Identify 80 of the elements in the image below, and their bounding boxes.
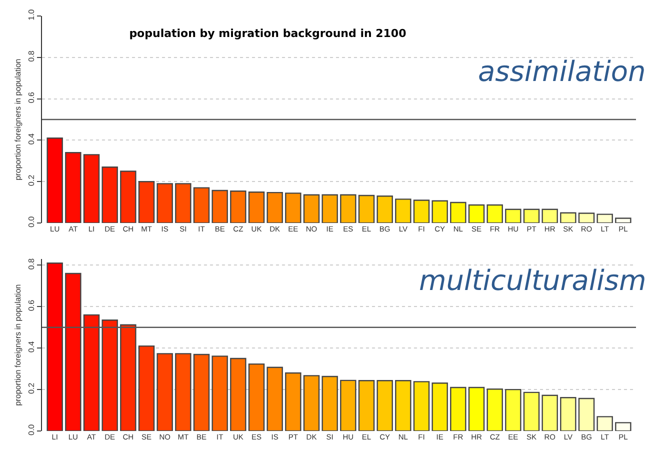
bar	[175, 353, 192, 431]
y-tick-label: 0.8	[26, 258, 36, 270]
bar	[230, 358, 246, 431]
y-axis-title: proportion foreigners in population	[14, 284, 22, 406]
bar	[65, 272, 82, 431]
bar	[46, 138, 63, 223]
bar	[542, 394, 558, 431]
bar	[395, 198, 412, 223]
bar	[486, 204, 503, 223]
y-tick-label: 0.4	[26, 340, 36, 352]
y-tick-label: 0.8	[26, 50, 36, 62]
bar	[615, 422, 632, 431]
y-tick-label: 0.0	[26, 216, 36, 228]
bar	[376, 195, 393, 223]
bar	[83, 314, 100, 431]
bar	[432, 382, 448, 431]
bar	[468, 386, 485, 431]
y-tick-label: 0.6	[26, 91, 36, 104]
bar	[468, 204, 485, 223]
bar	[303, 375, 320, 431]
bar	[248, 363, 265, 431]
bar	[212, 190, 228, 223]
y-tick-label: 1.0	[26, 8, 36, 20]
y-tick-label: 0.6	[26, 299, 36, 312]
bar	[450, 202, 466, 223]
bar	[376, 380, 393, 431]
y-tick-label: 0.0	[26, 424, 36, 436]
bar	[303, 194, 320, 223]
bar	[450, 386, 466, 431]
bar	[486, 388, 503, 431]
bar	[340, 380, 356, 431]
bar	[156, 183, 173, 223]
annotation: multiculturalism	[419, 264, 646, 297]
bar	[432, 200, 448, 223]
bar	[156, 353, 173, 431]
bar	[523, 208, 540, 223]
bar	[505, 208, 522, 223]
bar	[358, 380, 375, 431]
bar	[46, 262, 63, 431]
bar	[505, 388, 522, 431]
bar	[578, 398, 595, 431]
bar	[358, 194, 375, 223]
bar	[266, 366, 283, 431]
bar	[193, 187, 210, 223]
bar	[65, 152, 82, 223]
bar	[596, 416, 613, 431]
bar	[615, 218, 632, 223]
y-tick-label: 0.2	[26, 174, 36, 186]
bar	[578, 212, 595, 223]
bar	[322, 194, 338, 223]
bar	[266, 192, 283, 223]
y-axis-title: proportion foreigners in population	[14, 58, 22, 180]
bar	[138, 345, 155, 431]
text: population by migration background in 2100	[129, 27, 407, 40]
bar	[230, 190, 246, 223]
bar	[212, 356, 228, 431]
bar	[523, 392, 540, 431]
bar	[322, 376, 338, 431]
bar	[413, 200, 430, 223]
bar	[285, 192, 302, 223]
bar	[120, 170, 136, 223]
y-tick-label: 0.2	[26, 382, 36, 394]
bar	[285, 372, 302, 431]
bar	[83, 154, 100, 223]
bar	[193, 354, 210, 431]
bar	[340, 194, 356, 223]
bar	[102, 320, 118, 431]
bar	[560, 212, 576, 223]
bar	[120, 324, 136, 431]
annotation: assimilation	[478, 55, 646, 88]
bar	[248, 192, 265, 223]
bar	[413, 381, 430, 431]
bar	[542, 208, 558, 223]
bar	[102, 166, 118, 223]
bar	[395, 380, 412, 431]
bar	[138, 181, 155, 223]
bar	[175, 183, 192, 223]
y-tick-label: 0.4	[26, 132, 36, 145]
bar	[596, 214, 613, 223]
bar	[560, 397, 576, 431]
